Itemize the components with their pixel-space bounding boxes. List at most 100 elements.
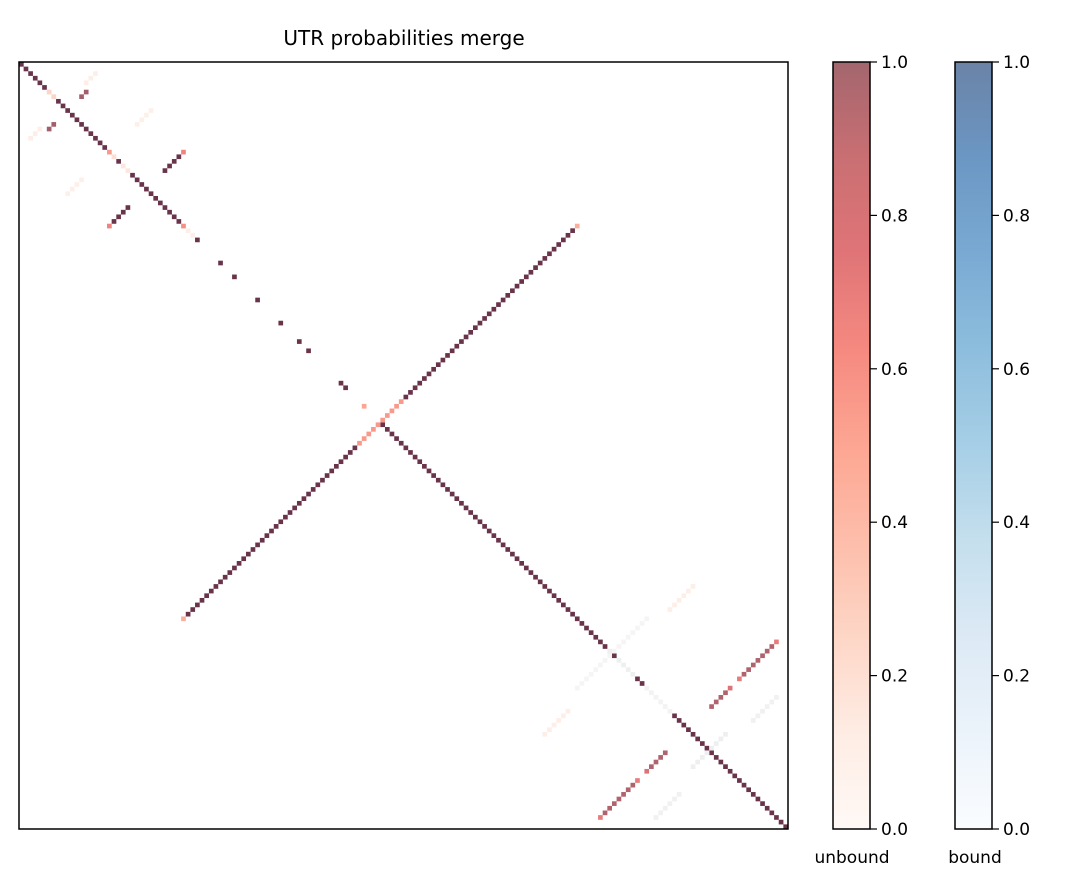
heatmap-cell — [542, 256, 548, 261]
heatmap-cell — [547, 727, 552, 733]
heatmap-cell — [570, 228, 575, 234]
heatmap-cells — [19, 62, 789, 830]
heatmap-cell — [649, 764, 654, 769]
heatmap-cell — [116, 159, 121, 164]
heatmap-cell — [561, 237, 566, 243]
heatmap-cell — [630, 782, 636, 788]
heatmap-cell — [644, 616, 650, 622]
heatmap-cell — [774, 815, 779, 820]
heatmap-cell — [625, 787, 631, 793]
heatmap-cell — [134, 177, 140, 183]
heatmap-cell — [588, 630, 594, 635]
heatmap-cell — [398, 440, 404, 446]
heatmap-cell — [496, 302, 501, 307]
heatmap-cell — [723, 690, 728, 696]
heatmap-cell — [422, 463, 427, 469]
heatmap-cell — [602, 810, 608, 816]
heatmap-cell — [690, 764, 696, 769]
heatmap-cell — [79, 94, 84, 100]
heatmap-cell — [547, 251, 552, 257]
heatmap-cell — [259, 537, 265, 543]
heatmap-cell — [718, 695, 724, 700]
heatmap-cell — [584, 625, 589, 631]
heatmap-cell — [630, 671, 636, 677]
heatmap-cell — [723, 731, 728, 737]
heatmap-cell — [449, 348, 455, 354]
heatmap-cell — [723, 764, 728, 769]
heatmap-cell — [153, 195, 159, 201]
heatmap-cell — [528, 570, 534, 575]
heatmap-cell — [227, 570, 233, 575]
heatmap-cell — [778, 819, 784, 825]
heatmap-cell — [537, 260, 543, 266]
heatmap-cell — [463, 334, 469, 340]
heatmap-cell — [662, 805, 668, 811]
colorbar-gradient — [954, 61, 993, 830]
heatmap-cell — [653, 695, 659, 700]
heatmap-cell — [171, 214, 177, 220]
heatmap-cell — [556, 597, 562, 603]
heatmap-cell — [264, 533, 270, 538]
heatmap-cell — [97, 140, 103, 146]
heatmap-cell — [579, 621, 585, 626]
heatmap-cell — [505, 547, 511, 552]
heatmap-cell — [528, 269, 534, 275]
heatmap-cell — [621, 662, 626, 668]
colorbar-tick-label: 0.4 — [881, 513, 908, 533]
heatmap-cell — [278, 320, 284, 326]
heatmap-cell — [255, 297, 260, 303]
heatmap-cell — [79, 177, 84, 183]
heatmap-cell — [746, 667, 751, 672]
heatmap-cell — [306, 348, 311, 354]
heatmap-cell — [676, 597, 682, 603]
heatmap-cell — [88, 75, 94, 81]
heatmap-cell — [171, 159, 177, 164]
heatmap-cell — [486, 311, 492, 317]
heatmap-cell — [357, 440, 362, 446]
heatmap-cell — [547, 588, 552, 594]
colorbar-tick-label: 0.6 — [881, 360, 908, 380]
heatmap-cell — [755, 713, 761, 719]
heatmap-cell — [672, 713, 677, 719]
heatmap-cell — [139, 117, 145, 123]
heatmap-cell — [245, 551, 251, 557]
heatmap-cell — [236, 561, 242, 566]
heatmap-cell — [727, 768, 733, 774]
heatmap-cell — [713, 755, 719, 760]
heatmap-cell — [579, 681, 585, 686]
heatmap-cell — [565, 607, 571, 612]
heatmap-cell — [454, 343, 460, 349]
heatmap-cell — [667, 708, 673, 714]
heatmap-cell — [329, 468, 335, 474]
heatmap-cell — [375, 422, 381, 428]
heatmap-cell — [533, 574, 538, 580]
heatmap-cell — [371, 427, 376, 432]
heatmap-cell — [496, 537, 501, 543]
heatmap-cell — [130, 172, 135, 178]
heatmap-cell — [755, 658, 761, 663]
heatmap-cell — [611, 653, 617, 659]
heatmap-cell — [611, 648, 617, 654]
heatmap-cell — [635, 676, 640, 682]
colorbar-tick-label: 0.0 — [1003, 820, 1030, 840]
heatmap-cell — [695, 736, 701, 742]
heatmap-cell — [676, 792, 682, 797]
heatmap-cell — [468, 329, 474, 335]
heatmap-cell — [46, 89, 52, 95]
heatmap-cell — [83, 89, 89, 95]
heatmap-cell — [616, 644, 622, 649]
heatmap-cell — [204, 593, 209, 599]
heatmap-cell — [403, 394, 409, 400]
heatmap-cell — [42, 85, 47, 90]
heatmap-cell — [741, 782, 747, 788]
heatmap-cell — [398, 399, 404, 404]
heatmap-cell — [658, 810, 663, 816]
heatmap-cell — [551, 593, 557, 599]
heatmap-cell — [120, 209, 126, 215]
heatmap-cell — [250, 547, 256, 552]
heatmap-cell — [199, 597, 205, 603]
heatmap-cell — [445, 353, 450, 358]
heatmap-cell — [741, 671, 747, 677]
heatmap-cell — [111, 154, 117, 160]
heatmap-cell — [366, 431, 372, 437]
